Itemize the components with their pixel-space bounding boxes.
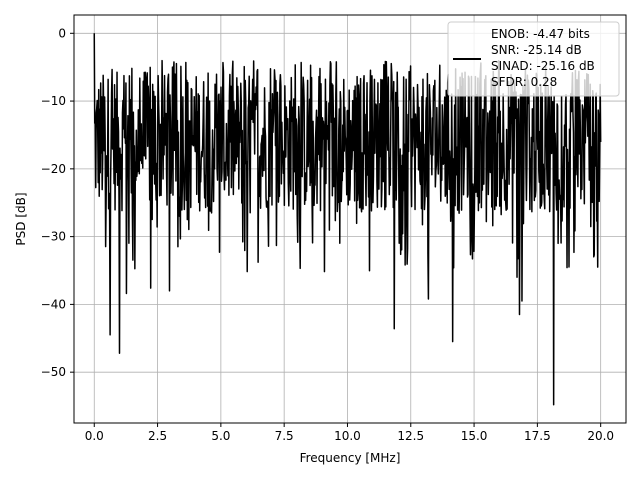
x-tick-label: 17.5	[524, 429, 551, 443]
y-tick-label: −40	[41, 297, 66, 311]
y-axis-label: PSD [dB]	[14, 192, 28, 245]
axes-frame	[73, 14, 627, 424]
legend-box	[447, 21, 620, 97]
legend-entry-label: SINAD: -25.16 dB	[491, 59, 595, 73]
x-tick-label: 15.0	[461, 429, 488, 443]
x-tick-label: 7.5	[275, 429, 294, 443]
legend-entry-label: SFDR: 0.28	[491, 75, 557, 89]
x-axis-label: Frequency [MHz]	[300, 451, 401, 465]
legend: ENOB: -4.47 bits SNR: -25.14 dB SINAD: -25…	[447, 21, 620, 97]
legend-entry-label: ENOB: -4.47 bits	[491, 27, 590, 41]
x-tick-label: 20.0	[587, 429, 614, 443]
y-tick-label: 0	[58, 26, 66, 40]
legend-entry-label: SNR: -25.14 dB	[491, 43, 582, 57]
x-tick-label: 12.5	[397, 429, 424, 443]
y-tick-label: −10	[41, 94, 66, 108]
x-tick-label: 0.0	[85, 429, 104, 443]
y-tick-label: −20	[41, 162, 66, 176]
axis-ticks: 0.0 2.5 5.0 7.5 10.0 12.5 15.0 17.5 20.0 0 −10 −20 −…	[41, 26, 614, 443]
psd-series-line	[93, 33, 602, 406]
x-tick-label: 5.0	[211, 429, 230, 443]
x-tick-label: 2.5	[148, 429, 167, 443]
y-tick-label: −30	[41, 230, 66, 244]
plot-series	[93, 33, 602, 406]
x-tick-label: 10.0	[334, 429, 361, 443]
y-tick-label: −50	[41, 365, 66, 379]
